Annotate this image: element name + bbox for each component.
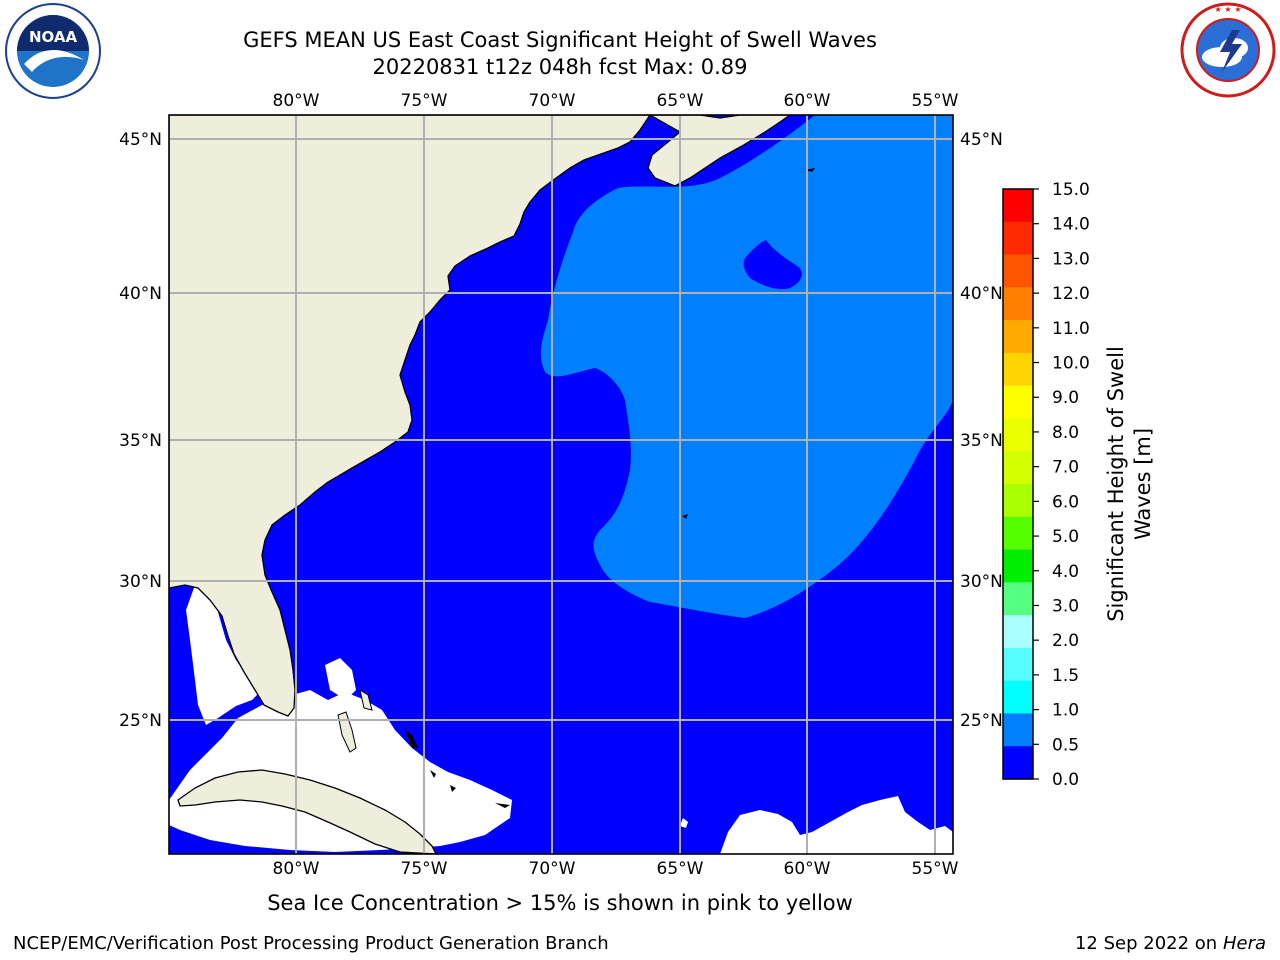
colorbar-tick-label: 14.0 xyxy=(1052,215,1090,235)
colorbar-segment xyxy=(1003,189,1033,223)
colorbar-label-line2: Waves [m] xyxy=(1131,428,1155,540)
colorbar-tick-label: 6.0 xyxy=(1052,492,1079,512)
lat-label-left: 30°N xyxy=(119,572,162,592)
bahamas-island xyxy=(359,688,373,711)
colorbar-tick-label: 4.0 xyxy=(1052,562,1079,582)
colorbar-segment xyxy=(1003,418,1033,452)
colorbar-segment xyxy=(1003,221,1033,256)
lon-label-top: 65°W xyxy=(657,91,704,111)
colorbar xyxy=(1003,189,1033,780)
lon-label-top: 70°W xyxy=(529,91,576,111)
lat-label-right: 30°N xyxy=(960,572,1003,592)
noaa-logo-text: NOAA xyxy=(29,28,78,46)
chart-title: GEFS MEAN US East Coast Significant Heig… xyxy=(243,28,877,52)
colorbar-tick-label: 9.0 xyxy=(1052,388,1079,408)
lat-label-left: 25°N xyxy=(119,711,162,731)
lon-label-top: 60°W xyxy=(784,91,831,111)
lat-label-right: 25°N xyxy=(960,711,1003,731)
svg-text:★ ★ ★: ★ ★ ★ xyxy=(1214,5,1241,14)
colorbar-tick-label: 10.0 xyxy=(1052,354,1090,374)
colorbar-tick-label: 2.0 xyxy=(1052,631,1079,651)
colorbar-tick-label: 15.0 xyxy=(1052,180,1090,200)
colorbar-tick-label: 12.0 xyxy=(1052,284,1090,304)
colorbar-segment xyxy=(1003,746,1033,780)
colorbar-tick-label: 0.5 xyxy=(1052,735,1079,755)
no-data-region xyxy=(186,585,262,725)
land-mass xyxy=(169,115,651,717)
colorbar-segment xyxy=(1003,549,1033,583)
nws-logo-icon: ★ ★ ★ xyxy=(1180,2,1276,98)
colorbar-ticks: 15.0 14.0 13.0 12.0 11.0 10.0 9.0 8.0 7.0 6.0 5.0 4… xyxy=(1033,180,1090,790)
colorbar-tick-label: 7.0 xyxy=(1052,458,1079,478)
cuba-island xyxy=(177,769,437,854)
colorbar-segment xyxy=(1003,615,1033,649)
lat-label-right: 45°N xyxy=(960,130,1003,150)
lon-label-bottom: 65°W xyxy=(657,859,704,879)
longitude-labels-bottom: 80°W 75°W 70°W 65°W 60°W 55°W xyxy=(273,859,959,879)
generation-date-text: 12 Sep 2022 on xyxy=(1074,933,1218,954)
map-border xyxy=(168,114,954,855)
lon-label-top: 75°W xyxy=(401,91,448,111)
colorbar-tick-label: 5.0 xyxy=(1052,527,1079,547)
host-name: Hera xyxy=(1222,933,1266,954)
lon-label-bottom: 70°W xyxy=(529,859,576,879)
swell-0-0.5-patch xyxy=(743,240,802,290)
land-mass xyxy=(647,115,792,187)
latitude-labels-left: 45°N 40°N 35°N 30°N 25°N xyxy=(119,130,162,731)
colorbar-segment xyxy=(1003,516,1033,551)
colorbar-segment xyxy=(1003,582,1033,616)
colorbar-tick-label: 0.0 xyxy=(1052,770,1079,790)
producer-credit: NCEP/EMC/Verification Post Processing Pr… xyxy=(13,933,609,954)
lon-label-top: 80°W xyxy=(273,91,320,111)
colorbar-segment xyxy=(1003,451,1033,485)
generation-date: 12 Sep 2022 on Hera xyxy=(1075,933,1266,954)
bahamas-island xyxy=(337,711,357,753)
no-data-region xyxy=(325,658,356,700)
sea-ice-note: Sea Ice Concentration > 15% is shown in … xyxy=(267,891,853,915)
colorbar-segment xyxy=(1003,352,1033,387)
colorbar-tick-label: 3.0 xyxy=(1052,596,1079,616)
lon-label-bottom: 75°W xyxy=(401,859,448,879)
no-data-region xyxy=(169,690,512,852)
colorbar-segment xyxy=(1003,385,1033,420)
lat-label-right: 40°N xyxy=(960,284,1003,304)
colorbar-segment xyxy=(1003,254,1033,288)
lat-label-left: 40°N xyxy=(119,284,162,304)
lat-label-left: 45°N xyxy=(119,130,162,150)
colorbar-tick-label: 8.0 xyxy=(1052,423,1079,443)
colorbar-label-line1: Significant Height of Swell xyxy=(1104,346,1128,622)
lon-label-bottom: 60°W xyxy=(784,859,831,879)
no-data-region xyxy=(680,818,688,828)
colorbar-tick-label: 1.0 xyxy=(1052,701,1079,721)
lon-label-bottom: 80°W xyxy=(273,859,320,879)
gridlines xyxy=(169,115,953,854)
map-plot-area xyxy=(169,115,953,854)
no-data-region xyxy=(720,796,953,854)
latitude-labels-right: 45°N 40°N 35°N 30°N 25°N xyxy=(960,130,1003,731)
lon-label-top: 55°W xyxy=(912,91,959,111)
colorbar-segment xyxy=(1003,647,1033,682)
noaa-logo-icon: NOAA xyxy=(5,3,101,99)
colorbar-segment xyxy=(1003,320,1033,354)
swell-0.5-1.0-region xyxy=(540,115,953,618)
lon-label-bottom: 55°W xyxy=(912,859,959,879)
colorbar-segment xyxy=(1003,287,1033,321)
longitude-labels-top: 80°W 75°W 70°W 65°W 60°W 55°W xyxy=(273,91,959,111)
colorbar-border xyxy=(1002,188,1034,780)
colorbar-tick-label: 1.5 xyxy=(1052,666,1079,686)
chart-subtitle: 20220831 t12z 048h fcst Max: 0.89 xyxy=(372,55,748,79)
colorbar-segment xyxy=(1003,484,1033,518)
colorbar-segment xyxy=(1003,713,1033,747)
lat-label-left: 35°N xyxy=(119,431,162,451)
colorbar-segment xyxy=(1003,680,1033,715)
lat-label-right: 35°N xyxy=(960,431,1003,451)
colorbar-tick-label: 11.0 xyxy=(1052,319,1090,339)
colorbar-tick-label: 13.0 xyxy=(1052,249,1090,269)
